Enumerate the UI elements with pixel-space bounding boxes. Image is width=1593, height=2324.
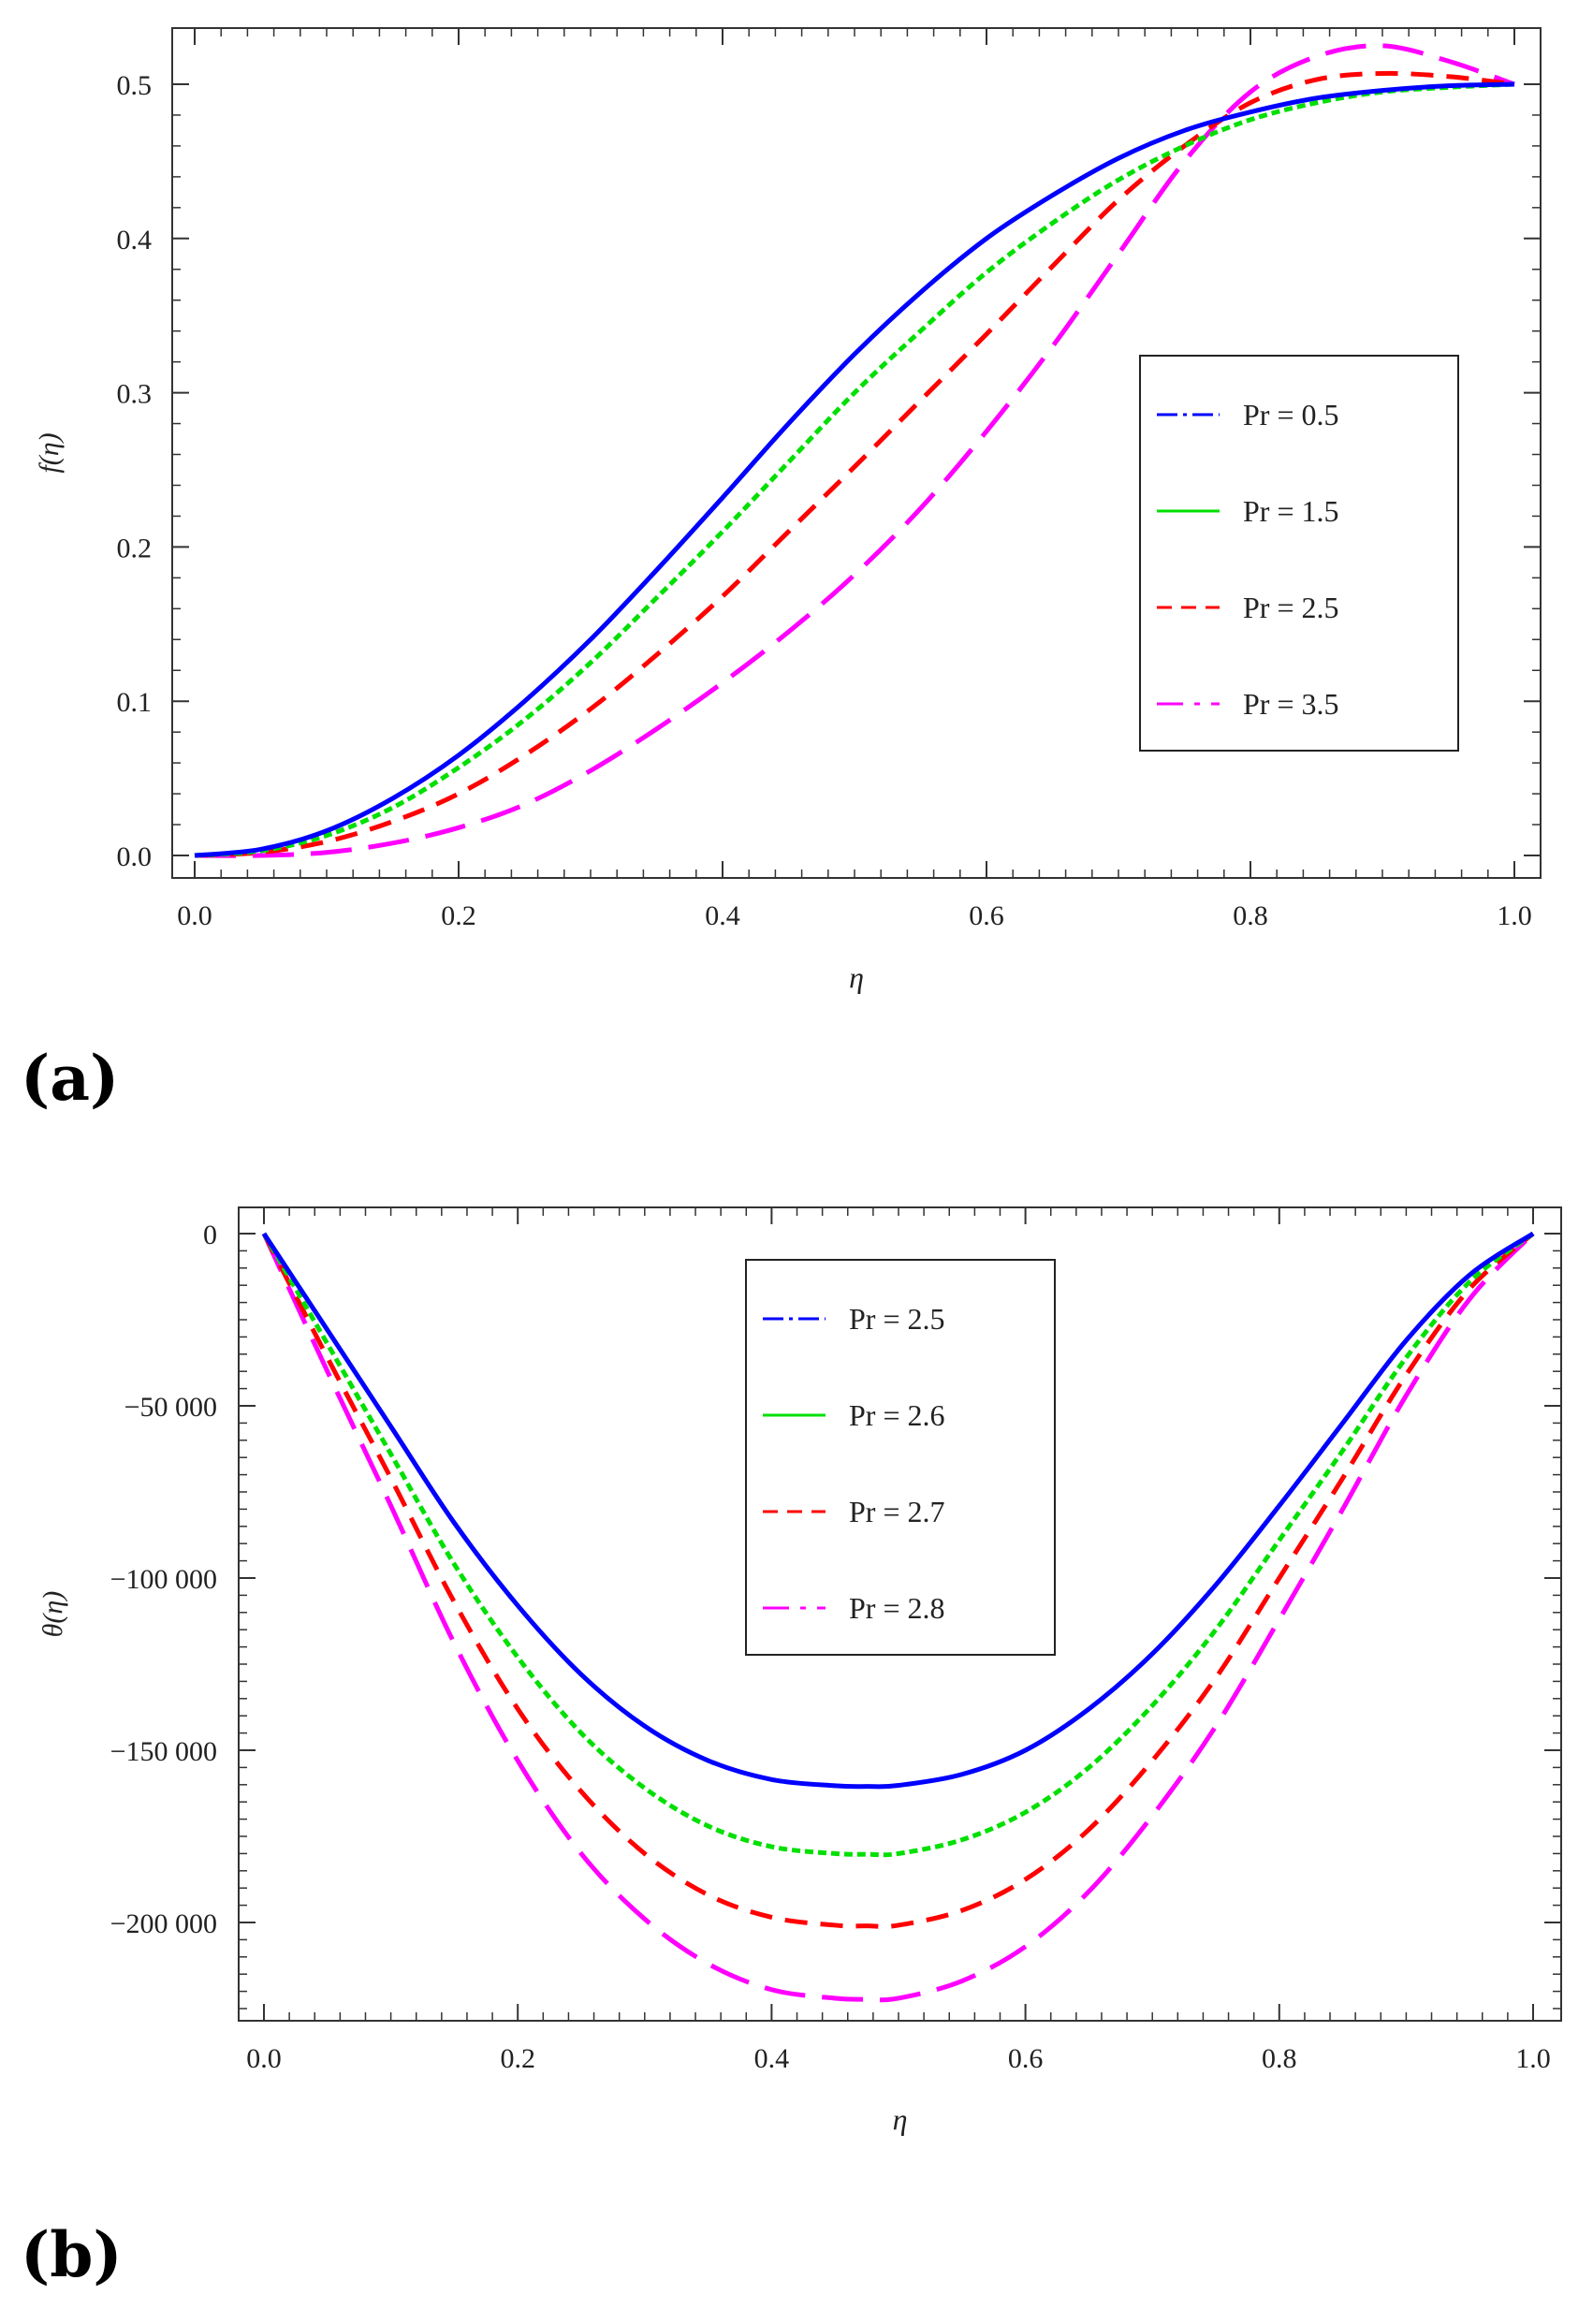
x-tick-label: 0.0 — [177, 900, 212, 931]
x-tick-label: 0.8 — [1262, 2043, 1297, 2074]
legend-label-3: Pr = 2.5 — [1243, 591, 1339, 624]
chart-a: 0.0 0.2 0.4 0.6 0.8 1.0 0.0 0.1 0.2 0.3 0.4 0.5 Pr … — [21, 27, 1542, 1115]
chart-b-series-group — [261, 1231, 1535, 2003]
chart-a-ticks: 0.0 0.2 0.4 0.6 0.8 1.0 0.0 0.1 0.2 0.3 0.4 0.5 — [117, 28, 1541, 931]
y-tick-label: 0 — [203, 1220, 217, 1250]
y-tick-label: −100 000 — [110, 1564, 217, 1595]
legend-label-1: Pr = 0.5 — [1243, 398, 1339, 431]
chart-a-x-axis-label: η — [849, 960, 864, 994]
chart-a-plot-frame — [171, 27, 1542, 879]
chart-a-panel-label: (a) — [21, 1042, 119, 1115]
x-tick-label: 1.0 — [1515, 2043, 1551, 2074]
legend-label-4: Pr = 3.5 — [1243, 687, 1339, 721]
chart-a-y-axis-label: f(η) — [34, 432, 65, 473]
y-tick-label: 0.1 — [117, 687, 153, 718]
chart-b-legend: Pr = 2.5 Pr = 2.6 Pr = 2.7 Pr = 2.8 — [745, 1259, 1056, 1656]
legend-label-3: Pr = 2.7 — [849, 1495, 945, 1528]
x-tick-label: 0.2 — [500, 2043, 535, 2074]
chart-a-series-group — [194, 43, 1515, 858]
legend-label-4: Pr = 2.8 — [849, 1591, 945, 1625]
series-line-1 — [194, 81, 1515, 858]
chart-b-y-axis-label: θ(η) — [37, 1591, 68, 1638]
legend-label-1: Pr = 2.5 — [849, 1302, 945, 1336]
series-line-1 — [261, 1231, 1535, 1790]
series-line-4 — [261, 1232, 1535, 2003]
chart-b-legend-box — [745, 1259, 1056, 1656]
chart-b-ticks: 0.0 0.2 0.4 0.6 0.8 1.0 0 −50 000 −100 000 −150 0… — [110, 1207, 1561, 2074]
y-tick-label: 0.3 — [117, 379, 153, 410]
x-tick-label: 0.4 — [754, 2043, 790, 2074]
y-tick-label: −200 000 — [110, 1908, 217, 1939]
chart-b-plot-frame — [238, 1206, 1562, 2022]
series-line-3 — [194, 70, 1515, 858]
y-tick-label: −150 000 — [110, 1736, 217, 1767]
legend-label-2: Pr = 1.5 — [1243, 494, 1339, 528]
x-tick-label: 0.4 — [705, 900, 740, 931]
y-tick-label: 0.0 — [117, 841, 153, 872]
x-tick-label: 0.2 — [441, 900, 476, 931]
series-line-2 — [261, 1232, 1535, 1858]
chart-a-legend-box — [1139, 355, 1459, 752]
y-tick-label: −50 000 — [124, 1392, 217, 1423]
x-tick-label: 1.0 — [1497, 900, 1532, 931]
chart-b-panel-label: (b) — [21, 2218, 123, 2291]
chart-b-x-axis-label: η — [893, 2102, 908, 2136]
chart-a-legend: Pr = 0.5 Pr = 1.5 Pr = 2.5 Pr = 3.5 — [1139, 355, 1459, 752]
y-tick-label: 0.4 — [117, 225, 153, 256]
x-tick-label: 0.8 — [1233, 900, 1268, 931]
x-tick-label: 0.6 — [969, 900, 1004, 931]
y-tick-label: 0.2 — [117, 533, 153, 563]
legend-label-2: Pr = 2.6 — [849, 1398, 945, 1432]
series-line-3 — [261, 1232, 1535, 1929]
series-line-4 — [194, 43, 1515, 858]
x-tick-label: 0.6 — [1008, 2043, 1044, 2074]
x-tick-label: 0.0 — [246, 2043, 282, 2074]
y-tick-label: 0.5 — [117, 70, 153, 101]
chart-b: 0.0 0.2 0.4 0.6 0.8 1.0 0 −50 000 −100 000 −150 0… — [21, 1206, 1562, 2291]
series-line-2 — [194, 81, 1515, 858]
